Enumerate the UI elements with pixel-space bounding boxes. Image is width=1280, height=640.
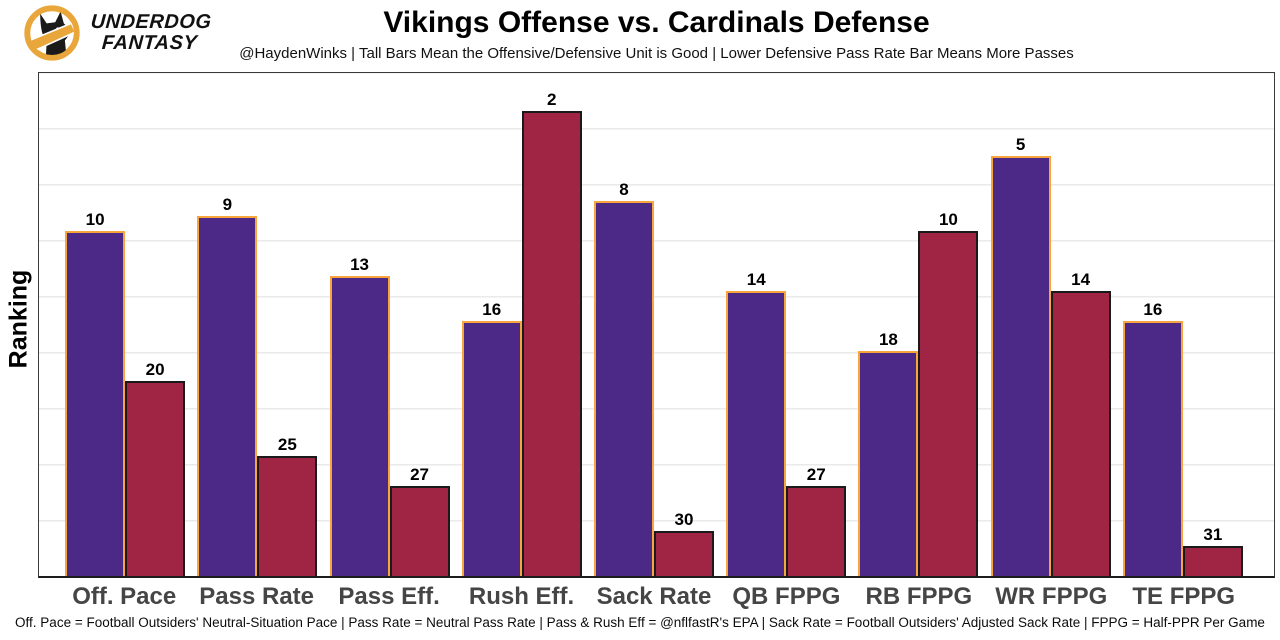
barwrap-defense: 10	[918, 210, 979, 576]
x-axis-tick-label: Pass Eff.	[338, 583, 440, 610]
bar-value-label: 13	[350, 255, 369, 274]
barwrap-offense: 13	[329, 255, 390, 576]
bar-value-label: 20	[145, 360, 165, 379]
bar-offense	[65, 231, 126, 576]
bar-group: 14 27	[720, 73, 852, 576]
barwrap-defense: 27	[389, 465, 450, 576]
bar-offense	[461, 321, 522, 576]
barwrap-defense: 20	[125, 360, 186, 576]
bar-group: 18 10	[852, 73, 984, 576]
x-axis-labels: Off. Pace Pass Rate Pass Eff. Rush Eff. Sack…	[38, 583, 1275, 611]
barwrap-offense: 5	[990, 135, 1051, 576]
x-axis-tick-label: RB FPPG	[865, 583, 973, 610]
chart-title: Vikings Offense vs. Cardinals Defense	[383, 6, 930, 39]
bar-offense	[329, 276, 390, 576]
bar-offense	[858, 351, 919, 576]
barwrap-offense: 18	[858, 330, 919, 576]
barwrap-defense: 25	[257, 435, 318, 576]
x-axis-tick-label: Sack Rate	[596, 583, 712, 610]
bar-defense	[257, 456, 318, 576]
barwrap-offense: 16	[461, 300, 522, 576]
bar-group: 9 25	[191, 73, 323, 576]
barwrap-offense: 16	[1122, 300, 1183, 576]
x-axis-tick-label: QB FPPG	[732, 583, 841, 610]
bar-value-label: 8	[619, 180, 629, 199]
barwrap-offense: 14	[726, 270, 787, 576]
bar-value-label: 16	[482, 300, 502, 319]
bar-value-label: 18	[878, 330, 898, 349]
bar-groups: 10 20 9 25 13 27 16 2 8 30 14 27 18 10 5 14 16 31	[39, 73, 1274, 576]
bar-value-label: 14	[1071, 270, 1091, 289]
underdog-dog-icon	[24, 5, 80, 61]
bar-offense	[1122, 321, 1183, 576]
underdog-fantasy-logo: UNDERDOG FANTASY	[24, 4, 212, 62]
bar-defense	[1182, 546, 1243, 576]
barwrap-defense: 2	[521, 90, 582, 576]
barwrap-defense: 30	[653, 510, 714, 576]
x-axis-tick-label: Pass Rate	[199, 583, 315, 610]
bar-value-label: 31	[1203, 525, 1223, 544]
plot-panel: 10 20 9 25 13 27 16 2 8 30 14 27 18 10 5 14 16 31	[38, 72, 1275, 578]
bar-value-label: 27	[410, 465, 429, 484]
bar-offense	[726, 291, 787, 576]
barwrap-offense: 9	[197, 195, 258, 576]
bar-group: 13 27	[323, 73, 455, 576]
bar-defense	[653, 531, 714, 576]
y-axis-label: Ranking	[4, 269, 33, 369]
barwrap-defense: 14	[1050, 270, 1111, 576]
bar-defense	[521, 111, 582, 576]
bar-offense	[990, 156, 1051, 576]
chart-subtitle: @HaydenWinks | Tall Bars Mean the Offens…	[239, 45, 1074, 62]
bar-group: 10 20	[59, 73, 191, 576]
bar-value-label: 2	[547, 90, 557, 109]
x-axis-tick-label: Rush Eff.	[468, 583, 575, 610]
barwrap-offense: 8	[593, 180, 654, 576]
barwrap-defense: 27	[786, 465, 847, 576]
bar-defense	[786, 486, 847, 576]
bar-value-label: 10	[85, 210, 105, 229]
bar-offense	[593, 201, 654, 576]
bar-defense	[389, 486, 450, 576]
bar-defense	[1050, 291, 1111, 576]
barwrap-offense: 10	[65, 210, 126, 576]
x-axis-tick-label: TE FPPG	[1132, 583, 1236, 610]
bar-value-label: 10	[938, 210, 958, 229]
bar-offense	[197, 216, 258, 576]
x-axis-tick-label: WR FPPG	[995, 583, 1108, 610]
bar-value-label: 14	[746, 270, 766, 289]
footnote: Off. Pace = Football Outsiders' Neutral-…	[15, 615, 1265, 630]
bar-value-label: 9	[222, 195, 233, 214]
bar-value-label: 30	[674, 510, 694, 529]
bar-defense	[125, 381, 186, 576]
bar-defense	[918, 231, 979, 576]
bar-group: 5 14	[985, 73, 1117, 576]
x-axis-tick-label: Off. Pace	[72, 583, 177, 610]
bar-group: 16 2	[456, 73, 588, 576]
bar-value-label: 5	[1015, 135, 1026, 154]
bar-group: 16 31	[1117, 73, 1249, 576]
bar-value-label: 16	[1143, 300, 1163, 319]
bar-group: 8 30	[588, 73, 720, 576]
bar-value-label: 27	[806, 465, 826, 484]
barwrap-defense: 31	[1182, 525, 1243, 576]
bar-value-label: 25	[277, 435, 297, 454]
